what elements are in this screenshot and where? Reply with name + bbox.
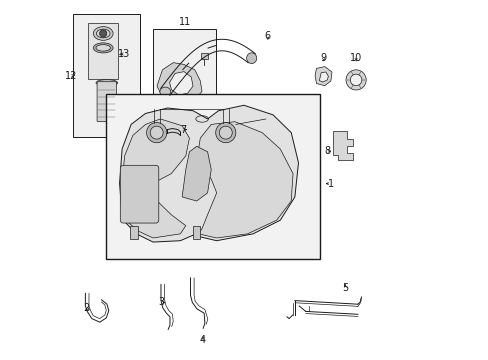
Bar xyxy=(73,14,140,137)
Bar xyxy=(201,53,207,59)
Text: 7: 7 xyxy=(180,125,186,135)
Polygon shape xyxy=(332,131,352,160)
Text: 8: 8 xyxy=(324,146,330,156)
Ellipse shape xyxy=(96,45,110,51)
Ellipse shape xyxy=(160,87,170,96)
Polygon shape xyxy=(196,122,292,238)
Text: 2: 2 xyxy=(83,303,89,313)
Circle shape xyxy=(215,122,235,143)
Circle shape xyxy=(349,74,361,86)
Polygon shape xyxy=(182,146,211,201)
Text: 1: 1 xyxy=(327,179,333,189)
Ellipse shape xyxy=(93,27,113,40)
Circle shape xyxy=(346,70,366,90)
Text: 10: 10 xyxy=(349,53,362,63)
Circle shape xyxy=(150,126,163,139)
Text: 13: 13 xyxy=(118,49,130,59)
Polygon shape xyxy=(169,72,193,95)
Text: 3: 3 xyxy=(158,297,163,307)
Polygon shape xyxy=(157,63,202,102)
Ellipse shape xyxy=(96,29,110,38)
Bar xyxy=(193,226,200,239)
Ellipse shape xyxy=(96,80,117,86)
Text: 9: 9 xyxy=(320,53,326,63)
Text: 4: 4 xyxy=(200,335,206,345)
Circle shape xyxy=(203,105,207,109)
Bar xyxy=(152,29,215,130)
Circle shape xyxy=(146,122,166,143)
Ellipse shape xyxy=(93,43,113,53)
Polygon shape xyxy=(122,119,189,238)
Circle shape xyxy=(201,103,209,112)
Polygon shape xyxy=(319,72,328,82)
Bar xyxy=(88,23,118,79)
Circle shape xyxy=(219,126,232,139)
Ellipse shape xyxy=(246,53,256,64)
Bar xyxy=(130,226,137,239)
FancyBboxPatch shape xyxy=(97,82,116,122)
Circle shape xyxy=(100,30,106,37)
Polygon shape xyxy=(120,105,298,242)
Text: 12: 12 xyxy=(64,71,77,81)
Text: 11: 11 xyxy=(179,17,191,27)
FancyBboxPatch shape xyxy=(120,165,159,223)
Text: 6: 6 xyxy=(264,31,270,41)
Polygon shape xyxy=(314,67,331,86)
Bar xyxy=(106,94,320,259)
Text: 5: 5 xyxy=(342,283,348,293)
